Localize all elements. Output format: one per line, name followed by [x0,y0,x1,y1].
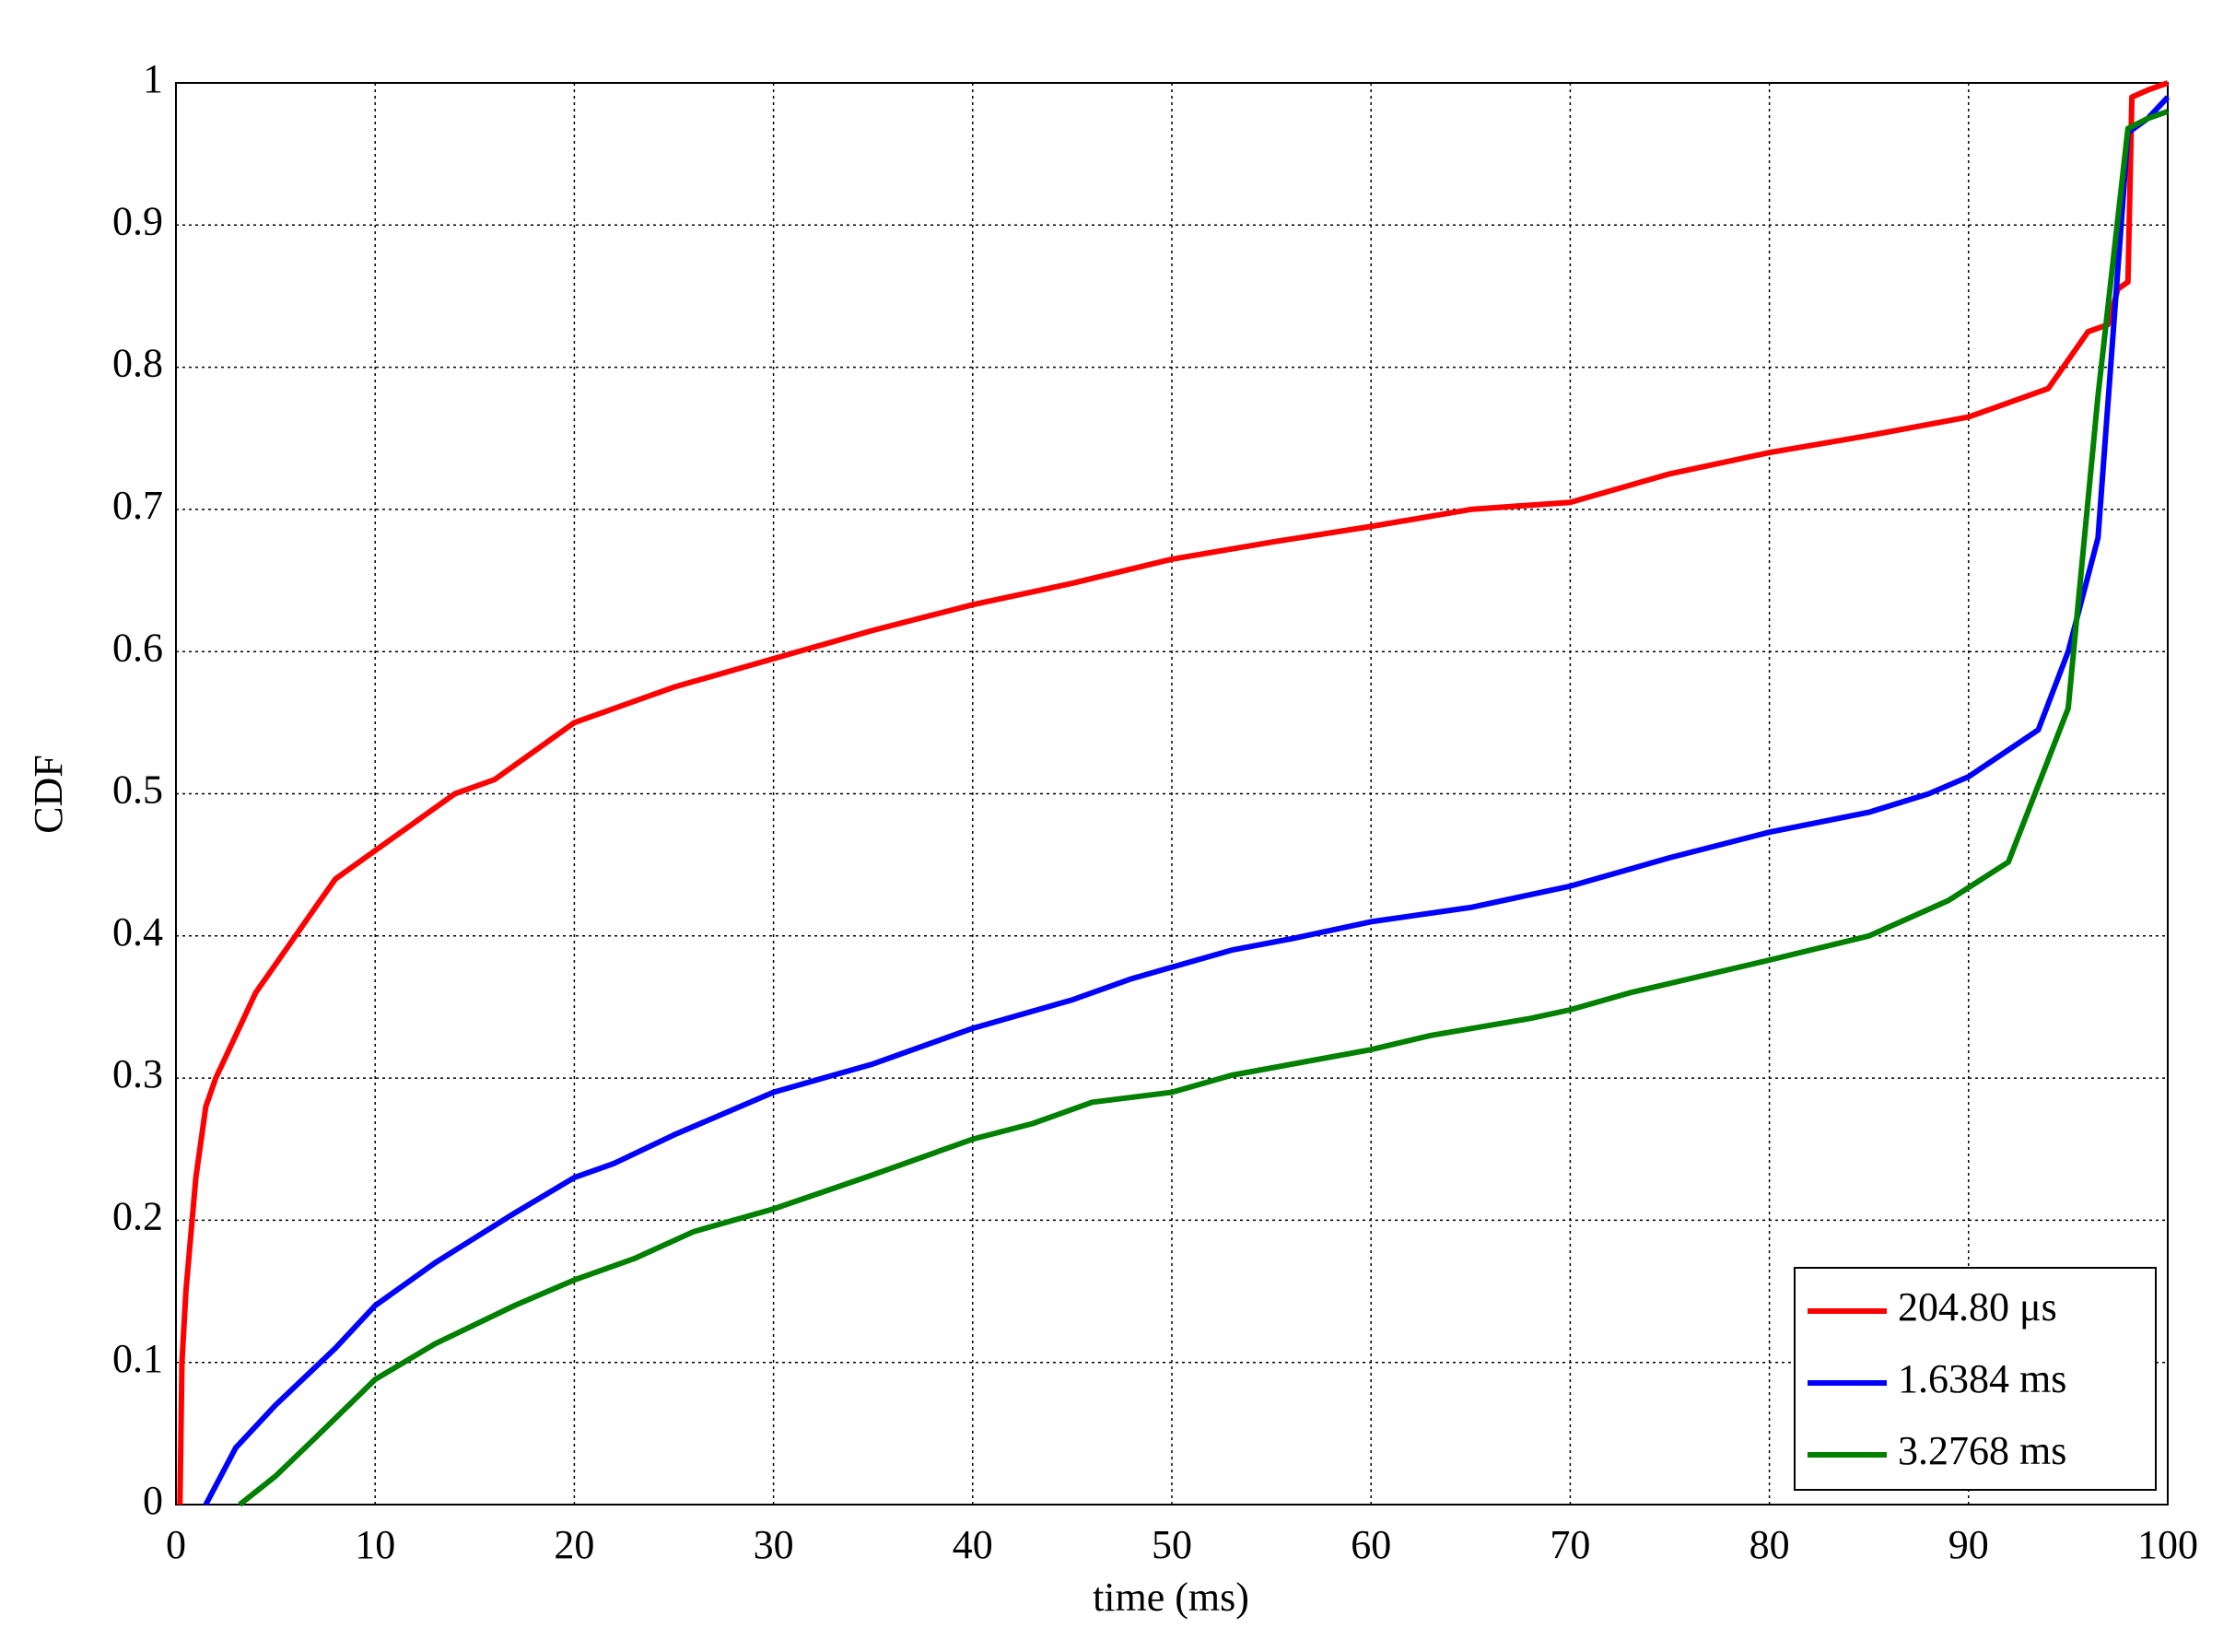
x-tick-label: 80 [1749,1522,1790,1567]
legend-label: 204.80 μs [1898,1284,2057,1330]
y-tick-label: 0.9 [112,198,163,243]
x-tick-label: 40 [953,1522,993,1567]
y-tick-label: 0.6 [112,625,163,670]
y-tick-label: 0.2 [112,1193,163,1238]
x-tick-label: 70 [1550,1522,1590,1567]
y-tick-label: 0.4 [112,909,163,955]
x-tick-label: 100 [2137,1522,2198,1567]
y-tick-label: 0.5 [112,767,163,813]
x-tick-label: 30 [754,1522,794,1567]
y-tick-label: 0 [143,1478,163,1523]
x-tick-label: 0 [166,1522,186,1567]
y-axis-label: CDF [26,755,71,834]
x-tick-label: 50 [1152,1522,1192,1567]
legend-label: 3.2768 ms [1898,1428,2066,1473]
x-tick-label: 90 [1948,1522,1989,1567]
y-tick-label: 1 [143,56,163,101]
x-tick-label: 20 [554,1522,594,1567]
y-tick-label: 0.3 [112,1051,163,1096]
data-line [238,109,2170,1507]
y-tick-label: 0.8 [112,341,163,386]
x-tick-label: 10 [355,1522,395,1567]
legend-label: 1.6384 ms [1898,1356,2066,1401]
data-line [177,80,2170,1506]
y-tick-label: 0.7 [112,483,163,528]
x-tick-label: 60 [1351,1522,1391,1567]
y-tick-label: 0.1 [112,1336,163,1381]
x-axis-label: time (ms) [1093,1575,1249,1620]
plot-frame [175,82,2169,1506]
data-line [203,95,2171,1506]
